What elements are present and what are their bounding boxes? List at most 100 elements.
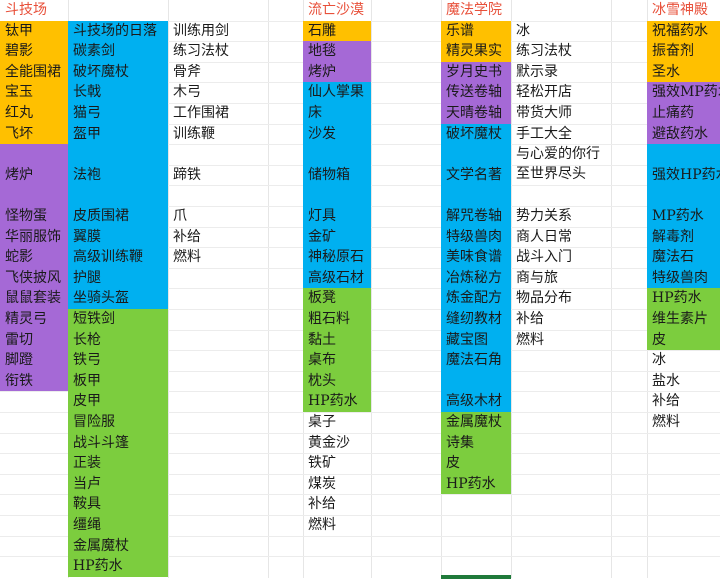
table-cell[interactable]: 盐水 — [652, 373, 680, 389]
section-header[interactable]: 流亡沙漠 — [308, 2, 364, 18]
table-cell[interactable]: 补给 — [516, 311, 544, 327]
table-cell[interactable]: 枕头 — [303, 371, 371, 391]
table-cell[interactable]: 高级训练鞭 — [68, 247, 168, 268]
table-cell[interactable]: 金属魔杖 — [68, 536, 168, 556]
table-cell[interactable]: 强效MP药水 — [647, 82, 720, 103]
table-cell[interactable]: 雷切 — [0, 330, 68, 350]
table-cell[interactable]: HP药水 — [441, 474, 511, 494]
table-cell[interactable]: 魔法石角 — [441, 350, 511, 391]
table-cell[interactable]: 维生素片 — [647, 309, 720, 330]
table-cell[interactable]: 物品分布 — [516, 290, 572, 306]
table-cell[interactable]: 补给 — [652, 393, 680, 409]
table-cell[interactable]: 短铁剑 — [68, 309, 168, 330]
table-cell[interactable]: 商人日常 — [516, 229, 572, 245]
table-cell[interactable]: 商与旅 — [516, 270, 558, 286]
table-cell[interactable]: 皮质围裙 — [68, 206, 168, 227]
table-cell[interactable]: 石雕 — [303, 21, 371, 41]
active-cell-outline[interactable] — [441, 575, 511, 579]
table-cell[interactable]: 轻松开店 — [516, 84, 572, 100]
table-cell[interactable]: 练习法杖 — [173, 43, 229, 59]
table-cell[interactable] — [168, 0, 268, 21]
table-cell[interactable]: 燃料 — [308, 517, 336, 533]
table-cell[interactable]: 文学名著 — [441, 144, 511, 206]
section-header[interactable]: 斗技场 — [5, 2, 47, 18]
table-cell[interactable]: 黄金沙 — [308, 435, 350, 451]
table-cell[interactable]: MP药水 — [647, 206, 720, 227]
table-cell[interactable]: 翼膜 — [68, 227, 168, 247]
table-cell[interactable]: 圣水 — [647, 62, 720, 82]
table-cell[interactable]: 天晴卷轴 — [441, 103, 511, 124]
table-cell[interactable]: 飞侠披风 — [0, 268, 68, 288]
table-cell[interactable]: 补给 — [308, 496, 336, 512]
table-cell[interactable]: 破坏魔杖 — [441, 124, 511, 144]
table-cell[interactable]: 金属魔杖 — [441, 412, 511, 433]
table-cell[interactable]: 练习法杖 — [516, 43, 572, 59]
table-cell[interactable]: 特级兽肉 — [647, 268, 720, 288]
table-cell[interactable]: 带货大师 — [516, 105, 572, 121]
table-cell[interactable]: 工作围裙 — [173, 105, 229, 121]
table-cell[interactable]: 铁弓 — [68, 350, 168, 371]
table-cell[interactable]: 护腿 — [68, 268, 168, 288]
table-cell[interactable]: 红丸 — [0, 103, 68, 124]
table-cell[interactable]: HP药水 — [303, 391, 371, 412]
table-cell[interactable]: 止痛药 — [647, 103, 720, 124]
table-cell[interactable]: 钛甲 — [0, 21, 68, 41]
table-cell[interactable]: 板甲 — [68, 371, 168, 391]
table-cell[interactable]: 飞坏 — [0, 124, 68, 144]
table-cell[interactable]: 强效HP药水 — [647, 144, 720, 206]
table-cell[interactable]: 坐骑头盔 — [68, 288, 168, 309]
table-cell[interactable]: 铁矿 — [308, 455, 336, 471]
table-cell[interactable]: 高级木材 — [441, 391, 511, 412]
table-cell[interactable]: 藏宝图 — [441, 330, 511, 350]
table-cell[interactable]: 神秘原石 — [303, 247, 371, 268]
table-cell[interactable]: 地毯 — [303, 41, 371, 62]
table-cell[interactable]: 骨斧 — [173, 64, 201, 80]
table-cell[interactable]: 皮甲 — [68, 391, 168, 412]
table-cell[interactable]: 与心爱的你行至世界尽头 — [516, 146, 600, 182]
table-cell[interactable]: 振奋剂 — [647, 41, 720, 62]
table-cell[interactable]: 缝纫教材 — [441, 309, 511, 330]
table-cell[interactable]: 皮 — [441, 453, 511, 474]
table-cell[interactable]: 避敌药水 — [647, 124, 720, 144]
table-cell[interactable]: 特级兽肉 — [441, 227, 511, 247]
table-cell[interactable]: 岁月史书 — [441, 62, 511, 82]
table-cell[interactable]: 鞍具 — [68, 494, 168, 515]
table-cell[interactable]: 板凳 — [303, 288, 371, 309]
table-cell[interactable]: 华丽服饰 — [0, 227, 68, 247]
table-cell[interactable]: 炼金配方 — [441, 288, 511, 309]
table-cell[interactable]: 全能围裙 — [0, 62, 68, 82]
table-cell[interactable]: 补给 — [173, 229, 201, 245]
table-cell[interactable]: 冰 — [516, 23, 530, 39]
section-header[interactable]: 魔法学院 — [446, 2, 502, 18]
table-cell[interactable]: 燃料 — [173, 249, 201, 265]
table-cell[interactable]: 盔甲 — [68, 124, 168, 144]
table-cell[interactable]: 训练用剑 — [173, 23, 229, 39]
table-cell[interactable]: 衔铁 — [0, 371, 68, 391]
table-cell[interactable]: 手工大全 — [516, 126, 572, 142]
table-cell[interactable]: 木弓 — [173, 84, 201, 100]
table-cell[interactable]: 床 — [303, 103, 371, 124]
table-cell[interactable]: 美味食谱 — [441, 247, 511, 268]
table-cell[interactable]: 燃料 — [516, 332, 544, 348]
table-cell[interactable]: 祝福药水 — [647, 21, 720, 41]
table-cell[interactable]: HP药水 — [647, 288, 720, 309]
table-cell[interactable]: 燃料 — [652, 414, 680, 430]
table-cell[interactable]: 斗技场的日落 — [68, 21, 168, 41]
table-cell[interactable]: 破坏魔杖 — [68, 62, 168, 82]
table-cell[interactable]: 正装 — [68, 453, 168, 474]
table-cell[interactable]: 煤炭 — [308, 476, 336, 492]
table-cell[interactable]: 当卢 — [68, 474, 168, 494]
table-cell[interactable]: 蛇影 — [0, 247, 68, 268]
table-cell[interactable]: 蹄铁 — [173, 167, 201, 183]
table-cell[interactable]: 桌子 — [308, 414, 336, 430]
table-cell[interactable]: 精灵弓 — [0, 309, 68, 330]
table-cell[interactable]: 怪物蛋 — [0, 206, 68, 227]
table-cell[interactable]: 粗石料 — [303, 309, 371, 330]
table-cell[interactable]: 沙发 — [303, 124, 371, 144]
table-cell[interactable]: 势力关系 — [516, 208, 572, 224]
table-cell[interactable]: 桌布 — [303, 350, 371, 371]
table-cell[interactable]: 精灵果实 — [441, 41, 511, 62]
table-cell[interactable]: 诗集 — [441, 433, 511, 453]
table-cell[interactable]: 灯具 — [303, 206, 371, 227]
